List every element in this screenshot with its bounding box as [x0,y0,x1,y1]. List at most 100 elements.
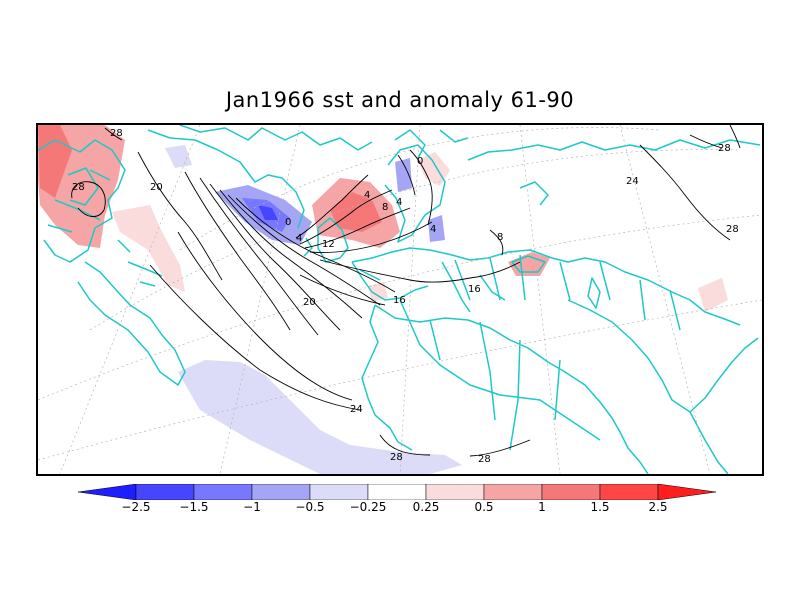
contour-label: 28 [390,452,403,463]
contour-east-3 [304,207,411,249]
graticule-lon-1 [399,125,421,474]
contour-label: 28 [478,454,491,465]
contour-label: 20 [303,297,316,308]
coast-black-sea [511,255,546,273]
contour-labels: 28 28 20 0 4 12 8 4 4 0 4 20 16 16 8 24 … [72,128,739,465]
coast-caspian [587,277,601,309]
coast-na-inner [67,167,99,206]
contour-a6 [235,197,396,293]
coast-greenland [147,129,305,229]
contour-28-south [379,434,531,457]
graticule-lon-3 [619,125,711,474]
anomaly-east [698,278,728,312]
contour-a5 [227,194,381,306]
colorbar [78,484,717,500]
anomaly-finland [428,215,445,242]
contour-label: 4 [364,190,370,201]
coast-north-america [38,139,126,263]
coastlines [38,125,761,474]
negative-anomaly-shading [165,145,462,474]
coast-italy [441,261,506,313]
contour-nord-1 [409,149,433,226]
colorbar-cell [483,484,543,500]
coast-west-africa [361,304,413,451]
contour-east-1 [295,174,369,239]
contour-label: 28 [726,224,739,235]
contour-a1 [184,171,291,331]
colorbar-cell [425,484,485,500]
contour-east-2 [299,189,393,245]
contour-label: 12 [322,239,335,250]
graticule-lat-2 [38,214,762,401]
anomaly-south-pacific [178,360,462,474]
contour-16 [319,259,521,283]
coast-europe [351,247,741,326]
contour-a2 [199,177,319,336]
colorbar-tick-label: −1.5 [179,500,209,514]
coast-political [359,254,681,451]
coast-central-america [77,261,186,386]
contour-label: 20 [150,182,163,193]
graticule [38,125,762,474]
contour-24-east [639,144,731,241]
coast-svalbard [394,129,469,159]
contour-a4 [219,189,363,319]
colorbar-tick-label: −0.5 [295,500,325,514]
colorbar-tick-label: 0.5 [474,500,494,514]
colorbar-arrow-right [657,484,717,500]
colorbar-cell [541,484,601,500]
graticule-lon-2 [519,125,561,474]
contour-label: 16 [468,284,481,295]
positive-anomaly-shading [38,125,728,312]
contour-8-east [489,229,504,256]
contour-20 [137,151,223,281]
colorbar-tick-label: 1.5 [590,500,610,514]
colorbar-tick-label: 2.5 [648,500,668,514]
contour-label: 16 [393,295,406,306]
contour-label: 24 [350,404,363,415]
contour-label: 28 [72,182,85,193]
contour-label: 8 [382,202,388,213]
contour-a3 [209,183,341,331]
map-frame: 28 28 20 0 4 12 8 4 4 0 4 20 16 16 8 24 … [36,123,764,476]
contour-label: 4 [430,224,436,235]
anomaly-midatlantic [112,205,185,292]
anomaly-med [368,282,388,302]
colorbar-tick-label: −0.25 [349,500,387,514]
contour-label: 8 [497,232,503,243]
contour-label: 24 [626,176,639,187]
contour-label: 0 [285,217,291,228]
graticule-lat-3 [89,149,741,331]
coast-africa [374,304,649,474]
coast-indian [689,411,729,474]
anomaly-arctic-1 [165,145,192,168]
anomaly-scandinavia [395,158,412,192]
contour-label: 28 [718,143,731,154]
map-title: Jan1966 sst and anomaly 61-90 [225,88,575,112]
colorbar-cell [135,484,195,500]
colorbar-arrow-left [78,484,137,500]
contour-east-4 [309,221,433,253]
contour-28-east [689,125,741,149]
colorbar-tick-label: −1 [243,500,261,514]
coast-white-sea [519,181,549,206]
contour-28-nw [104,127,123,141]
sst-contours [71,125,741,457]
colorbar-cell [309,484,369,500]
colorbar-tick-label: 0.25 [412,500,440,514]
contour-28-west [71,181,106,217]
colorbar-cell [193,484,253,500]
coast-arctic-islands [179,125,373,151]
colorbar-tick-label: −2.5 [121,500,151,514]
coast-uk [303,217,349,263]
colorbar-cells [78,484,717,500]
contour-nord-2 [397,154,416,196]
contour-24 [149,264,361,411]
sst-map: 28 28 20 0 4 12 8 4 4 0 4 20 16 16 8 24 … [38,125,762,474]
contour-label: 4 [296,233,302,244]
contour-south [299,274,386,306]
contour-label: 0 [417,156,423,167]
coast-iberia [351,261,429,301]
coast-scandinavia [384,144,446,243]
anomaly-labrador-center [258,205,278,220]
